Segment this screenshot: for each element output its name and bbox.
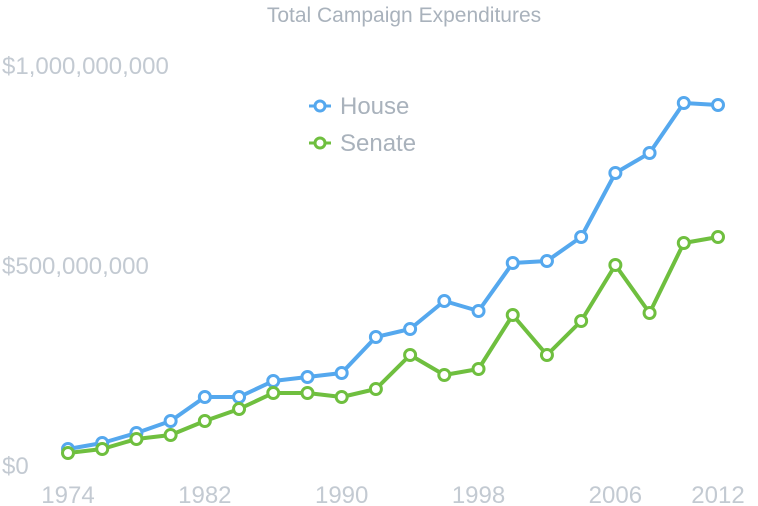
data-point-house [608,166,623,180]
y-tick-label: $1,000,000,000 [2,53,169,80]
data-point-senate [642,306,657,320]
x-tick-label: 1990 [315,482,368,506]
data-point-house [403,322,418,336]
data-point-senate [232,402,247,416]
data-point-house [676,96,691,110]
x-tick-label: 1974 [41,482,94,506]
data-point-house [334,366,349,380]
y-axis: $0 $500,000,000 $1,000,000,000 [2,53,169,480]
chart-title: Total Campaign Expenditures [267,4,541,27]
y-tick-label: $500,000,000 [2,253,149,280]
data-point-senate [197,414,212,428]
legend-label: Senate [340,130,416,157]
data-point-senate [505,308,520,322]
data-point-senate [574,314,589,328]
data-point-house [642,146,657,160]
data-point-house [368,330,383,344]
x-axis: 1974 1982 1990 1998 2006 2012 [41,482,744,506]
y-tick-label: $0 [2,453,29,480]
data-point-house [711,98,725,112]
data-point-house [163,414,178,428]
x-tick-label: 1982 [178,482,231,506]
legend-item-house: House [309,93,409,120]
data-point-senate [368,382,383,396]
data-point-house [197,390,212,404]
x-tick-label: 1998 [452,482,505,506]
data-point-senate [334,390,349,404]
data-point-senate [95,442,110,456]
data-point-senate [163,428,178,442]
data-point-senate [539,348,554,362]
x-tick-label: 2012 [691,482,744,506]
legend-swatch-marker [313,136,327,150]
data-point-senate [266,386,281,400]
data-point-senate [711,230,725,244]
data-point-house [471,304,486,318]
data-point-senate [676,236,691,250]
data-point-senate [471,362,486,376]
data-point-house [505,256,520,270]
x-tick-label: 2006 [589,482,642,506]
data-point-senate [61,446,75,460]
data-point-senate [129,432,144,446]
data-point-house [232,390,247,404]
data-point-senate [403,348,418,362]
legend-swatch-marker [313,99,327,113]
data-point-senate [437,368,452,382]
data-point-house [437,294,452,308]
legend: House Senate [309,93,416,157]
series-points [61,96,725,460]
data-point-house [574,230,589,244]
data-point-house [539,254,554,268]
data-point-senate [608,258,623,272]
data-point-house [266,374,281,388]
legend-item-senate: Senate [309,130,416,157]
legend-label: House [340,93,409,120]
data-point-senate [300,386,315,400]
data-point-house [300,370,315,384]
